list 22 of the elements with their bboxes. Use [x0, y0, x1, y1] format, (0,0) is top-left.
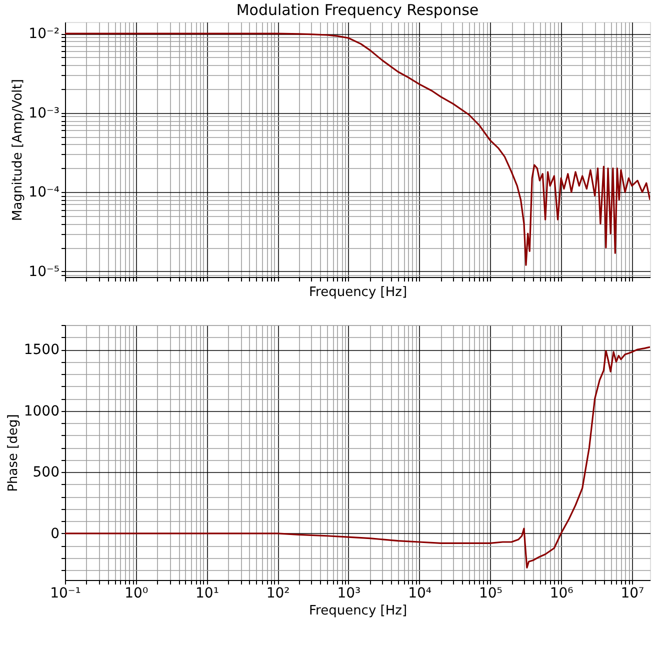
- x-tick-label: 10⁷: [620, 586, 644, 602]
- y-tick-label: 1500: [24, 342, 60, 358]
- x-tick-label: 10⁵: [478, 586, 502, 602]
- y-axis-title: Magnitude [Amp/Volt]: [10, 79, 26, 221]
- x-tick-label: 10⁴: [408, 586, 432, 602]
- x-tick-label: 10²: [266, 586, 290, 602]
- y-axis-title: Phase [deg]: [6, 414, 21, 492]
- y-tick-label: 10⁻⁴: [28, 184, 60, 201]
- y-tick-label: 500: [32, 464, 60, 481]
- x-tick-label: 10⁰: [124, 586, 148, 602]
- x-tick-label: 10⁻¹: [50, 586, 81, 602]
- x-tick-label: 10³: [337, 586, 361, 602]
- chart-title: Modulation Frequency Response: [236, 1, 479, 19]
- x-tick-label: 10⁶: [550, 586, 574, 602]
- y-tick-label: 0: [50, 526, 60, 542]
- x-axis-title: Frequency [Hz]: [308, 285, 408, 300]
- x-tick-label: 10¹: [196, 586, 219, 602]
- y-tick-label: 10⁻⁵: [28, 264, 60, 280]
- y-tick-label: 1000: [24, 403, 60, 420]
- y-tick-label: 10⁻³: [28, 105, 60, 122]
- x-axis-title: Frequency [Hz]: [308, 604, 408, 618]
- y-tick-label: 10⁻²: [28, 26, 60, 42]
